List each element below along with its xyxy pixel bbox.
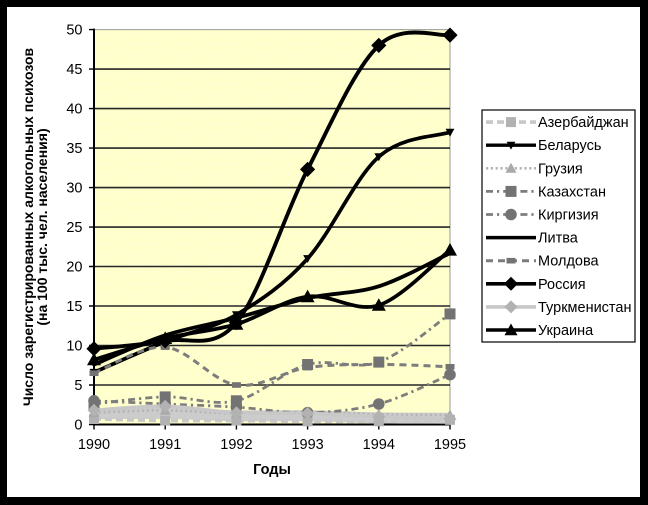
- svg-text:Число зарегистрированных алког: Число зарегистрированных алкогольных пси…: [20, 47, 36, 406]
- svg-text:50: 50: [66, 23, 82, 39]
- svg-text:0: 0: [74, 418, 82, 434]
- svg-text:1990: 1990: [78, 437, 110, 453]
- svg-text:1993: 1993: [291, 437, 323, 453]
- svg-text:Беларусь: Беларусь: [538, 138, 601, 154]
- svg-text:1991: 1991: [149, 437, 181, 453]
- svg-text:1995: 1995: [434, 437, 466, 453]
- svg-text:15: 15: [66, 299, 82, 315]
- svg-text:Киргизия: Киргизия: [538, 208, 599, 224]
- svg-text:1994: 1994: [363, 437, 395, 453]
- svg-text:40: 40: [66, 102, 82, 118]
- svg-text:5: 5: [74, 378, 82, 394]
- svg-text:35: 35: [66, 141, 82, 157]
- svg-text:30: 30: [66, 181, 82, 197]
- svg-text:Молдова: Молдова: [538, 254, 600, 270]
- svg-text:Туркменистан: Туркменистан: [538, 300, 631, 316]
- svg-text:20: 20: [66, 260, 82, 276]
- svg-text:Годы: Годы: [253, 462, 291, 478]
- svg-text:Грузия: Грузия: [538, 161, 583, 177]
- svg-text:25: 25: [66, 220, 82, 236]
- svg-text:(на 100 тыс. чел. населения): (на 100 тыс. чел. населения): [34, 128, 50, 325]
- svg-text:Азербайджан: Азербайджан: [538, 115, 629, 131]
- svg-text:1992: 1992: [220, 437, 252, 453]
- svg-text:10: 10: [66, 339, 82, 355]
- svg-text:Россия: Россия: [538, 277, 586, 293]
- svg-text:Украина: Украина: [538, 323, 594, 339]
- svg-text:Казахстан: Казахстан: [538, 184, 606, 200]
- svg-text:45: 45: [66, 62, 82, 78]
- svg-text:Литва: Литва: [538, 231, 579, 247]
